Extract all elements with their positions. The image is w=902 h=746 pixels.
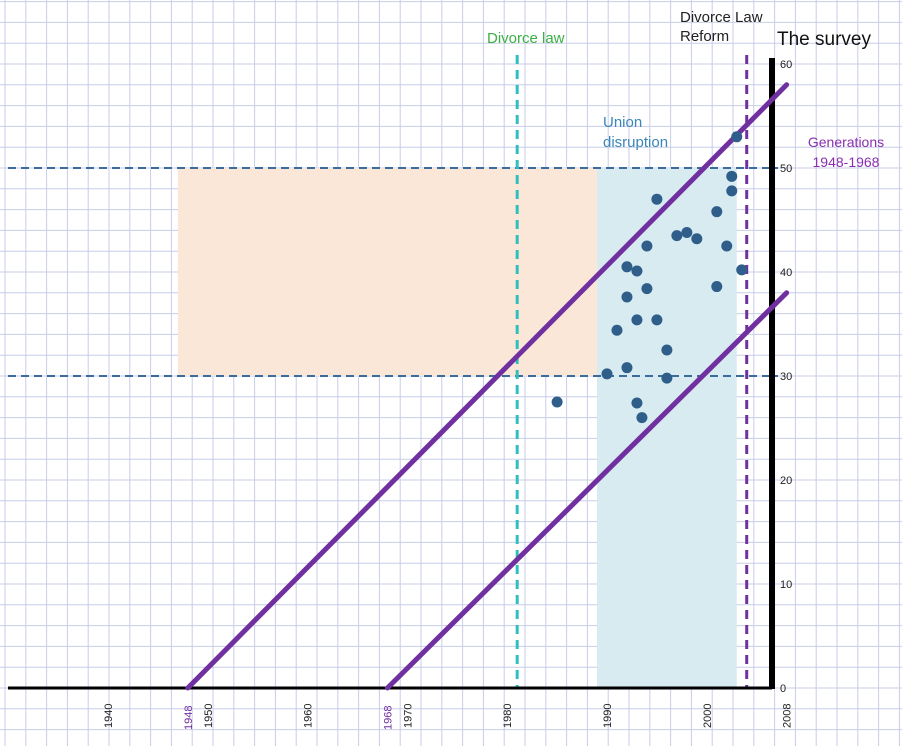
data-point (691, 233, 703, 245)
data-point (711, 281, 723, 293)
data-point (711, 206, 723, 218)
data-point (621, 362, 633, 374)
x-tick-label-1950: 1950 (203, 704, 215, 728)
y-tick-label-40: 40 (780, 267, 792, 279)
data-point (731, 131, 743, 143)
data-point (661, 372, 673, 384)
data-point (641, 240, 653, 252)
data-point (631, 397, 643, 409)
data-points (551, 131, 748, 424)
y-tick-label-60: 60 (780, 59, 792, 71)
region-1 (597, 168, 737, 688)
generations-label: Generations 1948-1968 (808, 134, 884, 170)
data-point (681, 226, 693, 238)
x-tick-label-1970: 1970 (402, 704, 414, 728)
region-0 (177, 168, 598, 376)
divorce-law-reform-label-line: Divorce Law (680, 9, 763, 26)
labels: Divorce law Divorce Law Reform The survey Un… (487, 9, 884, 170)
data-point (611, 324, 623, 336)
data-point (601, 368, 613, 380)
data-point (661, 344, 673, 356)
data-point (631, 265, 643, 277)
y-tick-label-0: 0 (780, 683, 786, 695)
cohort-line-1968 (384, 290, 790, 691)
cohort-line-1948 (185, 82, 790, 691)
x-tick-label-1980: 1980 (502, 704, 514, 728)
data-point (726, 185, 738, 197)
data-point (726, 170, 738, 182)
reference-lines (8, 55, 778, 688)
x-tick-label-2008: 2008 (782, 704, 794, 728)
x-tick-label-2000: 2000 (702, 704, 714, 728)
data-point (551, 396, 563, 408)
x-tick-label-1960: 1960 (303, 704, 315, 728)
data-point (631, 314, 643, 326)
cohort-year-label-1968: 1968 (382, 706, 394, 730)
data-point (736, 264, 748, 276)
union-disruption-label-line: disruption (603, 134, 668, 151)
data-point (621, 261, 633, 273)
data-point (636, 412, 648, 424)
cohort-year-label-1948: 1948 (183, 706, 195, 730)
survey-label: The survey (777, 29, 871, 50)
data-point (671, 230, 683, 242)
x-tick-label-1990: 1990 (602, 704, 614, 728)
divorce-law-reform-label: Divorce Law Reform (680, 9, 763, 45)
data-point (641, 283, 653, 295)
y-tick-label-50: 50 (780, 163, 792, 175)
data-point (651, 193, 663, 205)
union-disruption-label: Union disruption (603, 114, 668, 151)
generations-label-line: 1948-1968 (813, 154, 880, 170)
y-tick-label-10: 10 (780, 579, 792, 591)
y-tick-label-30: 30 (780, 371, 792, 383)
generations-label-line: Generations (808, 134, 884, 150)
x-tick-label-1940: 1940 (103, 704, 115, 728)
divorce-law-label: Divorce law (487, 30, 565, 47)
cohort-lines (185, 82, 790, 691)
divorce-law-reform-label-line: Reform (680, 28, 729, 45)
data-point (621, 291, 633, 303)
data-point (721, 240, 733, 252)
y-tick-label-20: 20 (780, 475, 792, 487)
union-disruption-label-line: Union (603, 114, 642, 131)
data-point (651, 314, 663, 326)
